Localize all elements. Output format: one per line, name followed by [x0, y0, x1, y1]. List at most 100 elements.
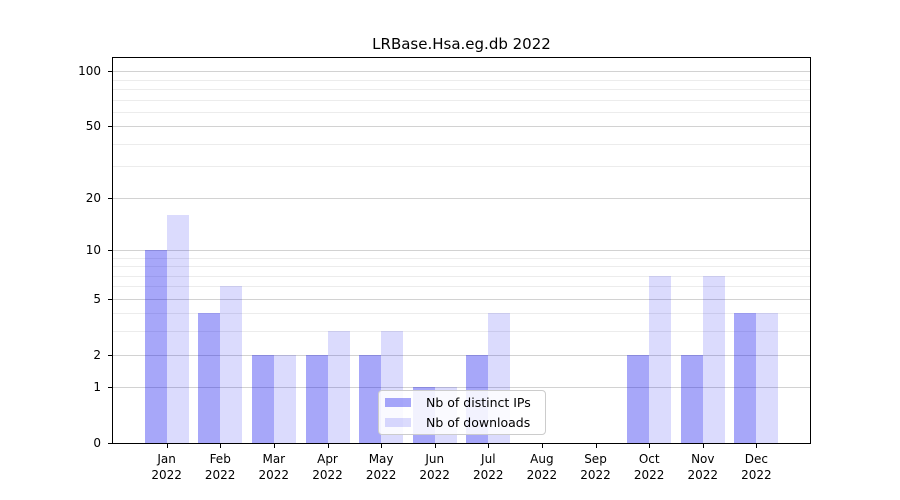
y-tick — [108, 298, 112, 300]
bar-nb-of-downloads-nov — [702, 275, 725, 443]
bar-nb-of-downloads-apr — [327, 331, 350, 443]
plot-area: Nb of distinct IPs Nb of downloads 0 1 2 5 1… — [78, 57, 811, 482]
y-tick — [108, 443, 112, 444]
x-tick-label: Oct 2022 — [617, 451, 681, 483]
bar-nb-of-distinct-ips-may — [359, 354, 382, 443]
x-tick-month: Nov — [691, 452, 715, 466]
bar-nb-of-distinct-ips-dec — [734, 313, 757, 443]
y-tick-label: 5 — [93, 291, 101, 306]
bar-nb-of-distinct-ips-feb — [198, 313, 221, 443]
x-tick-label: Mar 2022 — [242, 451, 306, 483]
legend: Nb of distinct IPs Nb of downloads — [378, 390, 546, 435]
legend-swatch-downloads — [385, 418, 411, 427]
x-tick-month: Jul — [481, 452, 496, 466]
major-gridline — [113, 197, 810, 199]
bar-nb-of-distinct-ips-nov — [680, 354, 703, 443]
bar-nb-of-downloads-oct — [649, 275, 672, 443]
x-tick-month: Dec — [744, 452, 768, 466]
x-tick-year: 2022 — [580, 468, 611, 482]
x-tick — [756, 444, 758, 448]
major-gridline — [113, 126, 810, 128]
minor-gridline — [113, 275, 810, 277]
minor-gridline — [113, 331, 810, 333]
x-tick — [488, 444, 490, 448]
bar-nb-of-downloads-mar — [273, 354, 296, 443]
x-tick — [327, 444, 329, 448]
y-tick-label: 2 — [93, 347, 101, 362]
x-tick-year: 2022 — [204, 468, 236, 482]
minor-gridline — [113, 111, 810, 113]
y-tick — [108, 249, 112, 251]
x-tick-month: Jun — [425, 452, 445, 466]
y-tick-label: 100 — [78, 64, 101, 79]
x-tick-month: Sep — [584, 452, 607, 466]
x-tick — [273, 444, 275, 448]
legend-swatch-distinct-ips — [385, 398, 411, 407]
x-tick-month: Oct — [638, 452, 660, 466]
x-tick-label: Aug 2022 — [510, 451, 574, 483]
x-tick-year: 2022 — [633, 468, 665, 482]
x-tick-year: 2022 — [687, 468, 719, 482]
bar-nb-of-distinct-ips-jan — [144, 249, 167, 443]
x-tick-label: Jun 2022 — [403, 451, 467, 483]
major-gridline — [113, 71, 810, 73]
x-tick-year: 2022 — [741, 468, 772, 482]
x-tick — [381, 444, 383, 448]
y-tick-label: 50 — [85, 119, 101, 134]
minor-gridline — [113, 313, 810, 315]
bar-nb-of-downloads-feb — [220, 286, 243, 443]
x-tick-label: Apr 2022 — [296, 451, 360, 483]
x-tick-year: 2022 — [365, 468, 397, 482]
x-tick — [541, 444, 543, 448]
x-tick-year: 2022 — [258, 468, 290, 482]
x-tick — [649, 444, 651, 448]
x-tick-year: 2022 — [419, 468, 450, 482]
minor-gridline — [113, 266, 810, 267]
x-tick-label: May 2022 — [349, 451, 413, 483]
x-tick — [434, 444, 436, 448]
x-tick — [595, 444, 597, 448]
y-tick-label: 1 — [93, 380, 101, 395]
legend-item-downloads: Nb of downloads — [385, 415, 545, 430]
minor-gridline — [113, 79, 810, 81]
major-gridline — [113, 387, 810, 389]
x-tick-year: 2022 — [473, 468, 504, 482]
major-gridline — [113, 298, 810, 300]
x-tick-month: May — [368, 452, 394, 466]
bar-nb-of-distinct-ips-apr — [305, 354, 328, 443]
y-tick — [108, 354, 112, 356]
bar-nb-of-distinct-ips-mar — [251, 354, 274, 443]
minor-gridline — [113, 166, 810, 168]
y-tick — [108, 71, 112, 73]
x-tick-month: Jan — [157, 452, 176, 466]
x-tick-label: Sep 2022 — [564, 451, 628, 483]
major-gridline — [113, 354, 810, 356]
y-tick — [108, 126, 112, 128]
x-tick-month: Mar — [262, 452, 286, 466]
y-tick-label: 20 — [85, 190, 101, 205]
major-gridline — [113, 249, 810, 251]
minor-gridline — [113, 286, 810, 288]
y-tick-label: 10 — [85, 242, 101, 257]
bar-nb-of-downloads-dec — [756, 313, 779, 443]
x-tick — [166, 444, 168, 448]
y-tick-label: 0 — [93, 436, 101, 450]
x-tick-label: Jan 2022 — [135, 451, 199, 483]
x-tick-month: Feb — [209, 452, 231, 466]
minor-gridline — [113, 257, 810, 259]
x-tick-year: 2022 — [526, 468, 558, 482]
minor-gridline — [113, 143, 810, 145]
legend-label-distinct-ips: Nb of distinct IPs — [426, 395, 531, 410]
x-tick-label: Feb 2022 — [188, 451, 252, 483]
x-tick-year: 2022 — [151, 468, 182, 482]
legend-label-downloads: Nb of downloads — [426, 415, 531, 430]
x-tick-label: Nov 2022 — [671, 451, 735, 483]
y-tick — [108, 387, 112, 389]
bar-nb-of-downloads-jan — [166, 214, 189, 443]
bar-nb-of-distinct-ips-oct — [627, 354, 650, 443]
chart-title: LRBase.Hsa.eg.db 2022 — [372, 35, 551, 53]
x-tick-label: Jul 2022 — [456, 451, 520, 483]
y-tick — [108, 197, 112, 199]
x-tick-year: 2022 — [312, 468, 343, 482]
